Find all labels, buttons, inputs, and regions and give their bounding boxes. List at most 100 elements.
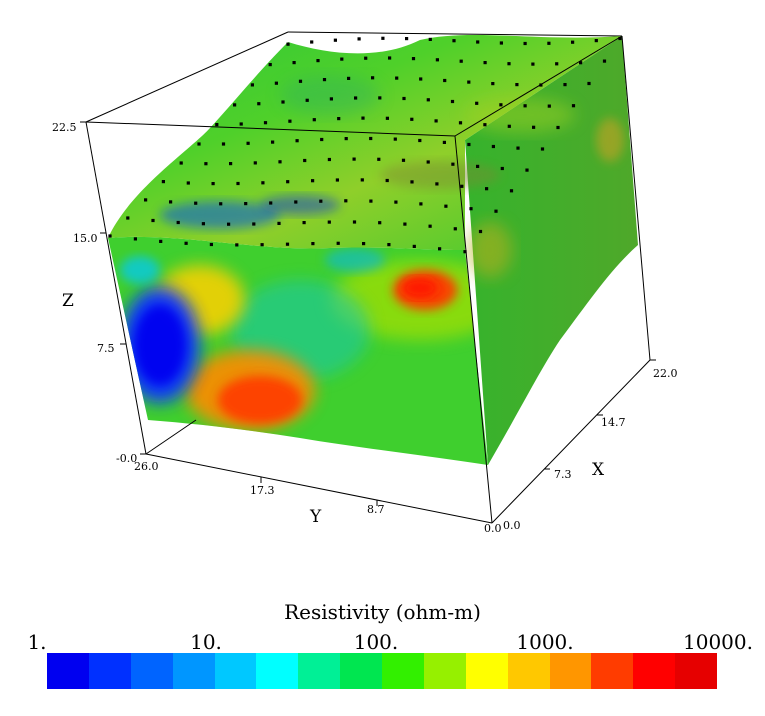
electrode-marker — [476, 40, 480, 44]
electrode-marker — [385, 116, 389, 120]
electrode-marker — [357, 37, 361, 41]
electrode-marker — [347, 76, 351, 80]
electrode-marker — [381, 36, 385, 40]
electrode-marker — [244, 202, 248, 206]
electrode-marker — [443, 78, 447, 83]
colorbar-tick-1: 1. — [27, 630, 47, 654]
electrode-marker — [507, 124, 511, 128]
electrode-marker — [286, 42, 290, 46]
electrode-marker — [322, 78, 327, 82]
electrode-marker — [292, 61, 296, 65]
electrode-marker — [186, 181, 190, 185]
electrode-marker — [540, 147, 545, 151]
electrode-marker — [523, 41, 527, 46]
colorbar-swatch-11 — [507, 653, 550, 689]
electrode-marker — [320, 137, 324, 142]
y-tick-17-3: 17.3 — [250, 484, 275, 497]
electrode-marker — [250, 83, 254, 87]
electrode-marker — [475, 101, 479, 105]
z-tick-15-0: 15.0 — [73, 232, 98, 245]
electrode-marker — [442, 140, 446, 144]
axis-ticks — [80, 121, 656, 506]
electrode-marker — [402, 96, 406, 101]
colorbar-swatch-0 — [47, 653, 89, 689]
electrode-marker — [239, 122, 243, 126]
colorbar-swatch-3 — [172, 653, 215, 689]
electrode-marker — [294, 200, 298, 204]
electrode-marker — [411, 57, 416, 61]
electrode-marker — [360, 178, 364, 182]
electrode-marker — [246, 141, 250, 145]
electrode-marker — [159, 239, 163, 243]
electrode-marker — [126, 216, 130, 220]
electrode-marker — [388, 56, 392, 60]
right-face-shading — [468, 118, 624, 278]
electrode-marker — [419, 77, 423, 81]
electrode-marker — [285, 242, 290, 246]
electrode-marker — [197, 142, 201, 146]
electrode-marker — [201, 222, 205, 226]
electrode-marker — [547, 41, 551, 45]
electrode-marker — [467, 142, 471, 147]
front-face-anomalies — [120, 248, 488, 430]
electrode-marker — [161, 180, 165, 184]
electrode-marker — [459, 59, 463, 63]
electrode-marker — [453, 227, 457, 231]
electrode-marker — [579, 61, 583, 65]
electrode-marker — [344, 199, 348, 203]
electrode-marker — [428, 37, 432, 41]
bounding-box-back — [85, 31, 623, 455]
electrode-marker — [227, 222, 231, 226]
electrode-marker — [478, 229, 483, 234]
electrode-marker — [418, 138, 422, 143]
electrode-marker — [179, 161, 183, 165]
volume-right-face — [465, 36, 638, 465]
colorbar — [47, 653, 717, 689]
electrode-marker — [458, 121, 463, 125]
x-tick-14-7: 14.7 — [601, 416, 626, 429]
electrode-marker — [403, 222, 407, 226]
electrode-marker — [108, 234, 112, 238]
electrode-marker — [176, 220, 180, 225]
electrode-marker — [452, 39, 456, 43]
electrode-marker — [451, 162, 455, 166]
electrode-marker — [268, 63, 272, 67]
electrode-marker — [385, 178, 389, 183]
electrode-marker — [336, 241, 340, 245]
electrode-marker — [337, 117, 341, 121]
electrode-marker — [271, 140, 275, 144]
electrode-marker — [352, 220, 357, 224]
electrode-marker — [491, 82, 495, 86]
electrode-marker — [310, 40, 314, 44]
electrode-marker — [463, 250, 467, 254]
electrode-marker — [286, 180, 290, 184]
electrode-marker — [525, 168, 529, 172]
electrode-marker — [298, 79, 303, 83]
electrode-marker — [361, 116, 365, 120]
electrode-marker — [426, 98, 430, 102]
electrode-marker — [295, 139, 299, 143]
z-axis-label: Z — [62, 291, 74, 311]
electrode-marker — [435, 182, 439, 186]
colorbar-swatch-6 — [298, 653, 341, 689]
electrode-marker — [405, 37, 409, 41]
electrode-marker — [499, 103, 503, 107]
electrode-marker — [194, 201, 198, 205]
electrode-marker — [274, 81, 278, 85]
electrode-marker — [133, 237, 137, 241]
colorbar-tick-1000: 1000. — [516, 630, 574, 654]
electrode-marker — [303, 158, 307, 163]
electrode-marker — [410, 117, 414, 121]
electrode-marker — [547, 104, 551, 108]
electrode-marker — [587, 81, 591, 86]
electrode-marker — [523, 104, 527, 108]
electrode-marker — [393, 137, 397, 141]
electrode-marker — [311, 242, 315, 246]
electrode-marker — [327, 157, 331, 162]
electrode-marker — [555, 62, 559, 66]
electrode-markers — [108, 36, 622, 254]
electrode-marker — [229, 162, 233, 166]
electrode-marker — [235, 243, 239, 247]
electrode-marker — [169, 200, 173, 204]
z-tick-0: -0.0 — [116, 452, 137, 465]
